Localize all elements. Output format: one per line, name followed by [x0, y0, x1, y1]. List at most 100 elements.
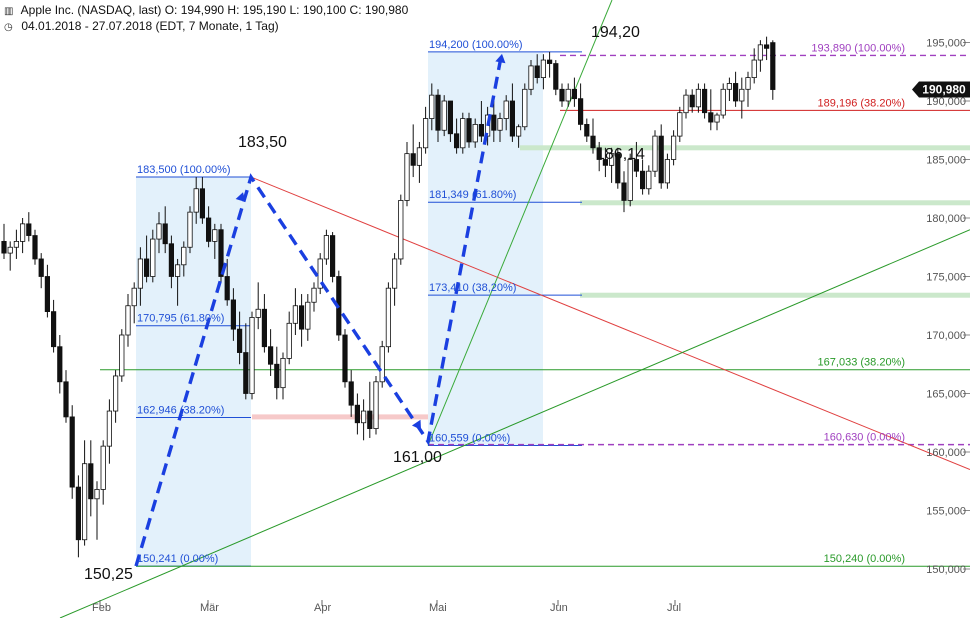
candles-icon: ▥ [4, 6, 14, 17]
candles [1, 36, 776, 558]
candle-body [609, 153, 615, 166]
candle-body [13, 240, 19, 248]
y-tick-label: 150,000 [926, 564, 966, 576]
pivot-label: 150,25 [84, 566, 133, 583]
candle-body [317, 258, 323, 289]
arrow-head [235, 192, 246, 202]
fib-label-left: 150,241 (0.00%) [137, 553, 218, 565]
candle-body [602, 159, 609, 166]
candle-body [683, 94, 689, 114]
candle-body [354, 404, 361, 424]
candle-body [44, 276, 51, 312]
y-tick-label: 180,000 [926, 213, 966, 225]
candle-body [702, 88, 708, 114]
y-tick-label: 185,000 [926, 155, 966, 167]
candle-body [627, 159, 633, 201]
fib-label-mid: 181,349 (61.80%) [429, 189, 516, 201]
candle-body [205, 217, 212, 242]
candle-body [38, 258, 44, 277]
candle-body [298, 305, 305, 330]
candle-body [547, 59, 553, 64]
candle-body [7, 246, 13, 254]
y-tick-label: 195,000 [926, 38, 966, 50]
y-tick-label: 165,000 [926, 389, 966, 401]
fib-label-left: 162,946 (38.20%) [137, 405, 224, 417]
candle-body [764, 44, 770, 49]
candle-body [323, 235, 330, 260]
candle-body [664, 159, 671, 184]
candle-body [466, 118, 472, 143]
arrow-head [411, 419, 421, 430]
candle-body [509, 100, 516, 137]
candle-body [348, 381, 354, 406]
support-band [580, 200, 970, 206]
candle-body [106, 410, 112, 447]
y-tick-label: 175,000 [926, 272, 966, 284]
header-ohlc: Apple Inc. (NASDAQ, last) O: 194,990 H: … [20, 3, 409, 17]
candle-body [441, 100, 447, 131]
candle-body [162, 223, 168, 245]
candle-body [385, 287, 392, 348]
candle-body [689, 94, 695, 108]
candle-body [553, 63, 559, 90]
candle-body [633, 159, 640, 172]
candle-body [224, 276, 230, 301]
wave-arrow-path [134, 51, 504, 567]
candle-body [292, 305, 299, 324]
candle-body [677, 112, 683, 137]
x-tick-label: Jul [667, 602, 681, 614]
header-line-2: ◷ 04.01.2018 - 27.07.2018 (EDT, 7 Monate… [4, 19, 279, 33]
candle-body [534, 65, 540, 79]
candle-body [113, 375, 119, 412]
fib-label-right: 167,033 (38.20%) [818, 357, 905, 369]
candle-body [658, 135, 664, 184]
candle-body [168, 243, 174, 277]
candle-body [695, 88, 702, 108]
candle-body [212, 229, 218, 242]
candle-body [652, 135, 658, 172]
candle-body [249, 317, 255, 394]
candle-body [503, 100, 509, 119]
trend-lines [59, 0, 970, 618]
candle-body [478, 124, 485, 137]
fib-label-right: 150,240 (0.00%) [824, 553, 905, 565]
pivot-label: 186,14 [596, 146, 645, 163]
pivot-label: 194,20 [591, 24, 640, 41]
steep-trendline [427, 0, 613, 446]
wave-arrows [134, 51, 506, 567]
x-tick-label: Jun [550, 602, 568, 614]
x-tick-label: Apr [314, 602, 331, 614]
fib-label-right: 160,630 (0.00%) [824, 432, 905, 444]
candle-body [733, 83, 739, 102]
candle-body [261, 308, 268, 348]
candle-body [150, 238, 156, 277]
candle-body [187, 211, 193, 248]
header-range: 04.01.2018 - 27.07.2018 (EDT, 7 Monate, … [21, 19, 279, 33]
fib-label-left: 183,500 (100.00%) [137, 164, 231, 176]
candle-body [156, 223, 162, 240]
support-trendline [59, 229, 970, 618]
candle-body [429, 94, 435, 119]
candle-body [19, 223, 26, 242]
candle-body [280, 357, 286, 389]
candle-body [410, 153, 416, 166]
header-line-1: ▥ Apple Inc. (NASDAQ, last) O: 194,990 H… [4, 3, 408, 17]
candle-body [447, 100, 454, 135]
candle-body [472, 124, 478, 143]
fib-label-left: 170,795 (61.80%) [137, 313, 224, 325]
candle-body [491, 114, 497, 131]
candle-body [199, 188, 205, 219]
candle-body [32, 235, 38, 260]
axes: 150,000 155,000 160,000 165,000 170,000 175,0… [92, 38, 970, 614]
candle-body [404, 153, 410, 201]
last-price-tag [912, 81, 970, 98]
candle-body [584, 124, 590, 137]
y-tick-label: 155,000 [926, 506, 966, 518]
candle-body [422, 118, 429, 149]
candle-body [63, 381, 69, 418]
candle-body [26, 223, 32, 236]
candle-body [708, 112, 714, 123]
candle-body [621, 182, 627, 201]
candle-body [342, 334, 348, 383]
candle-body [578, 98, 584, 125]
